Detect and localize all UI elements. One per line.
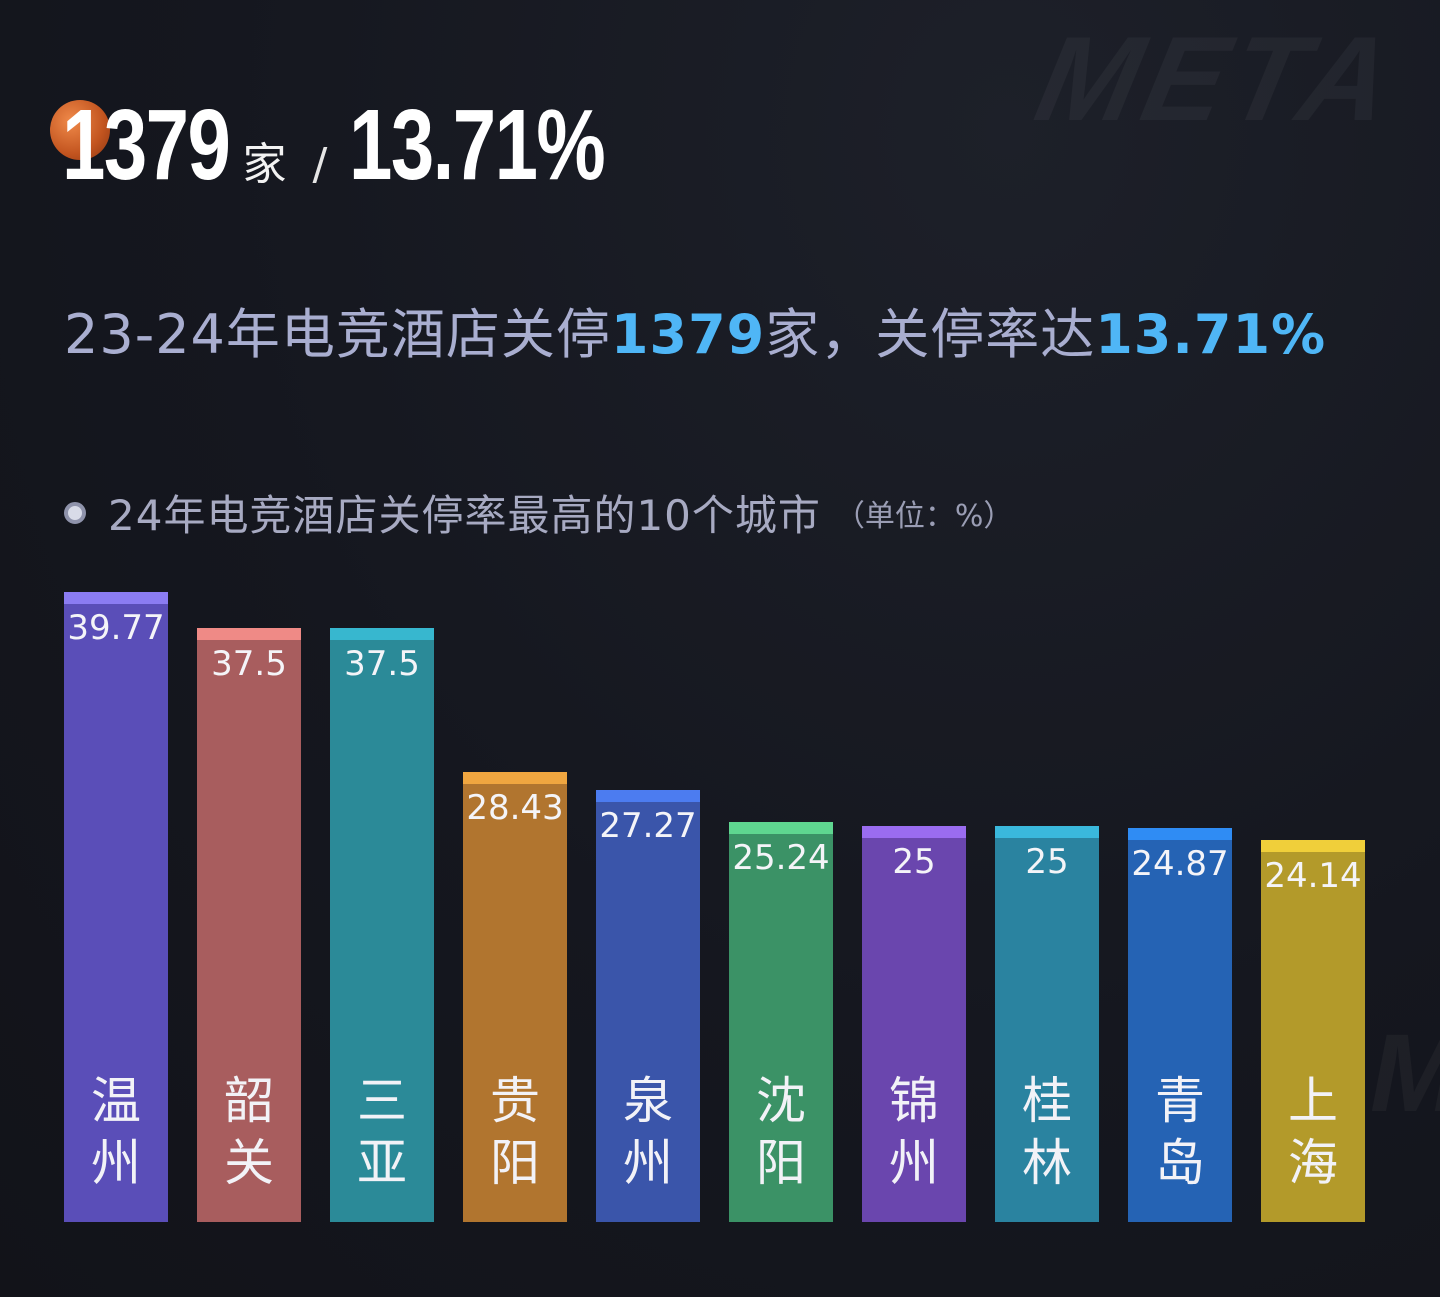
bar-value-label: 39.77 xyxy=(67,608,165,649)
bar-category-label: 青岛 xyxy=(1155,1071,1205,1192)
bar-6: 25.24 沈阳 xyxy=(729,822,833,1222)
bar-3: 37.5 三亚 xyxy=(330,628,434,1222)
bar-category-label: 桂林 xyxy=(1022,1072,1072,1192)
bar-1: 39.77 温州 xyxy=(64,592,168,1222)
bar-cap xyxy=(1261,839,1365,852)
bar-category-label: 贵阳 xyxy=(490,1072,540,1192)
bar-cap xyxy=(729,822,833,835)
bar-8: 25 桂林 xyxy=(995,826,1099,1222)
bar-cap xyxy=(862,826,966,839)
bar-cap xyxy=(1128,828,1232,841)
bar-category-label: 温州 xyxy=(91,1071,141,1192)
bullet-icon xyxy=(64,501,86,524)
watermark-logo-secondary: M xyxy=(1370,1010,1440,1137)
bar-value-label: 25 xyxy=(892,842,936,883)
bar-9: 24.87 青岛 xyxy=(1128,828,1232,1222)
bar-cap xyxy=(64,592,168,605)
bar-cap xyxy=(197,628,301,641)
bar-4: 28.43 贵阳 xyxy=(463,771,567,1222)
bar-cap xyxy=(596,790,700,803)
bar-category-label: 锦州 xyxy=(889,1072,939,1192)
bar-value-label: 24.87 xyxy=(1131,844,1229,885)
headline-count: 1379 xyxy=(62,89,231,201)
bar-value-label: 24.14 xyxy=(1264,855,1362,896)
subtitle-rate: 13.71% xyxy=(1095,303,1327,366)
headline: 1379 家 / 13.71% xyxy=(62,88,676,208)
bar-category-label: 泉州 xyxy=(623,1071,673,1192)
subtitle: 23-24年电竞酒店关停1379家，关停率达13.71% xyxy=(64,290,1326,369)
headline-separator: / xyxy=(312,139,328,190)
bar-value-label: 37.5 xyxy=(211,644,287,685)
bar-5: 27.27 泉州 xyxy=(596,790,700,1222)
subtitle-prefix: 23-24年电竞酒店关停 xyxy=(64,303,611,366)
bar-10: 24.14 上海 xyxy=(1261,839,1365,1222)
bar-category-label: 三亚 xyxy=(357,1072,407,1192)
bar-2: 37.5 韶关 xyxy=(197,628,301,1222)
chart-title: 24年电竞酒店关停率最高的10个城市 （单位：%） xyxy=(64,482,1013,543)
bar-value-label: 37.5 xyxy=(344,644,420,685)
chart-title-unit: （单位：%） xyxy=(834,498,1014,534)
bar-value-label: 25 xyxy=(1025,842,1069,883)
bar-7: 25 锦州 xyxy=(862,826,966,1222)
bar-value-label: 25.24 xyxy=(732,838,830,879)
bar-cap xyxy=(995,826,1099,839)
bar-cap xyxy=(463,771,567,784)
bar-category-label: 沈阳 xyxy=(756,1071,806,1192)
bar-category-label: 韶关 xyxy=(224,1072,274,1192)
bar-cap xyxy=(330,628,434,641)
bar-value-label: 27.27 xyxy=(599,806,697,847)
bar-value-label: 28.43 xyxy=(466,787,564,828)
headline-rate: 13.71% xyxy=(349,89,606,201)
bar-category-label: 上海 xyxy=(1288,1071,1338,1192)
subtitle-count: 1379 xyxy=(610,303,766,366)
chart-title-main: 24年电竞酒店关停率最高的10个城市 xyxy=(108,491,821,540)
orange-dot-icon xyxy=(50,100,110,160)
headline-count-unit: 家 xyxy=(242,139,287,190)
subtitle-middle: 家，关停率达 xyxy=(765,303,1096,366)
